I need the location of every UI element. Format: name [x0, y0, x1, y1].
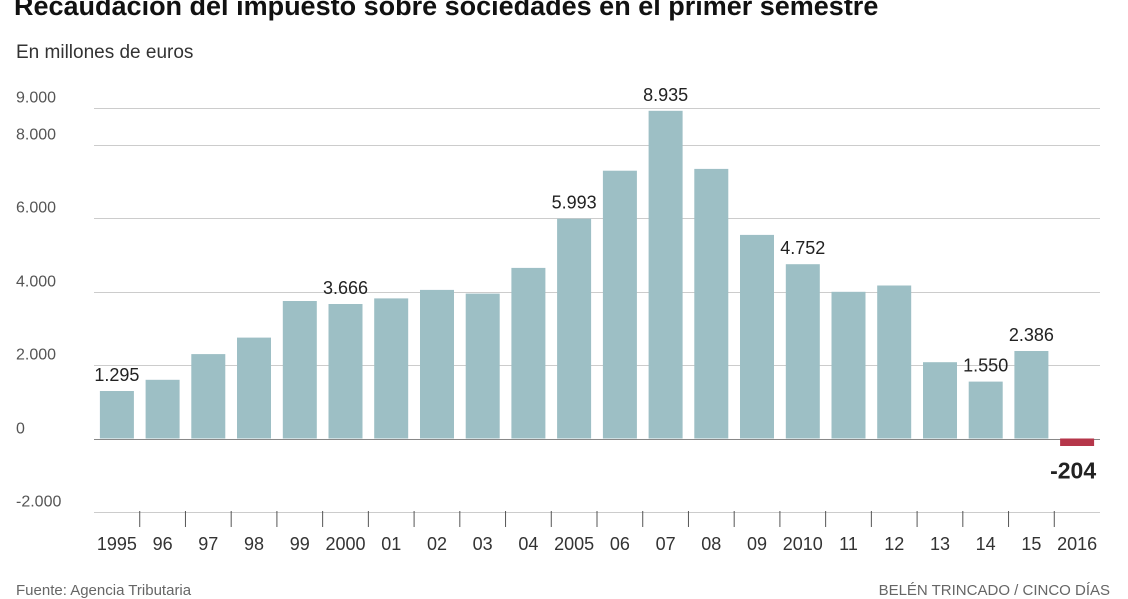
- data-label: 3.666: [323, 278, 368, 298]
- x-category-label: 04: [518, 534, 538, 554]
- x-category-label: 98: [244, 534, 264, 554]
- y-tick-label: 2.000: [16, 347, 56, 364]
- x-category-label: 08: [701, 534, 721, 554]
- bar: [923, 362, 957, 439]
- bar: [465, 293, 500, 439]
- x-category-label: 2000: [325, 534, 365, 554]
- x-category-label: 03: [473, 534, 493, 554]
- bar: [282, 301, 317, 439]
- bar: [694, 168, 729, 439]
- bar: [374, 298, 409, 439]
- bar: [877, 285, 912, 439]
- bar: [420, 289, 454, 439]
- data-label: 2.386: [1009, 325, 1054, 345]
- x-category-label: 2005: [554, 534, 594, 554]
- x-category-label: 12: [884, 534, 904, 554]
- data-label: 5.993: [552, 193, 597, 213]
- x-category-label: 99: [290, 534, 310, 554]
- data-label: 1.295: [94, 365, 139, 385]
- y-tick-label: -2.000: [16, 494, 61, 511]
- bar: [831, 291, 866, 439]
- bar: [557, 218, 592, 439]
- bar: [602, 170, 637, 439]
- bar: [785, 264, 820, 439]
- bar: [1060, 438, 1095, 446]
- chart-title: Recaudación del impuesto sobre sociedade…: [14, 0, 879, 21]
- x-category-label: 96: [153, 534, 173, 554]
- y-tick-label: 6.000: [16, 200, 56, 217]
- x-category-label: 15: [1021, 534, 1041, 554]
- bar: [648, 110, 683, 439]
- x-category-label: 1995: [97, 534, 137, 554]
- x-category-label: 2016: [1057, 534, 1097, 554]
- data-label: -204: [1050, 458, 1096, 484]
- bar: [968, 381, 1003, 439]
- bar: [191, 354, 226, 439]
- bar: [740, 234, 774, 439]
- data-label: 8.935: [643, 85, 688, 105]
- x-category-label: 02: [427, 534, 447, 554]
- x-category-label: 2010: [783, 534, 823, 554]
- bar: [1014, 351, 1049, 439]
- x-category-label: 06: [610, 534, 630, 554]
- x-category-label: 97: [198, 534, 218, 554]
- data-label: 4.752: [780, 238, 825, 258]
- y-tick-label: 4.000: [16, 274, 56, 291]
- data-label: 1.550: [963, 356, 1008, 376]
- bar: [99, 391, 134, 439]
- x-category-label: 11: [839, 534, 858, 554]
- x-category-label: 07: [656, 534, 676, 554]
- y-tick-label: 0: [16, 421, 25, 438]
- x-category-label: 01: [381, 534, 401, 554]
- x-category-label: 13: [930, 534, 950, 554]
- chart-subtitle: En millones de euros: [16, 42, 194, 63]
- x-category-label: 09: [747, 534, 767, 554]
- bar: [328, 304, 363, 439]
- y-tick-label: 8.000: [16, 127, 56, 144]
- y-tick-label: 9.000: [16, 90, 56, 107]
- bar: [511, 267, 546, 439]
- x-category-label: 14: [976, 534, 996, 554]
- bar: [237, 337, 271, 439]
- bar: [145, 379, 180, 439]
